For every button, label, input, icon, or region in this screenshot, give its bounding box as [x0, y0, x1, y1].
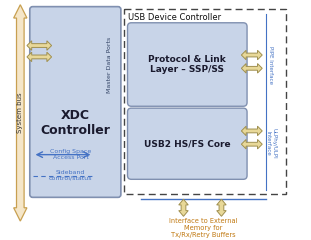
- Text: ULPhy/ULPI
Interface: ULPhy/ULPI Interface: [265, 128, 276, 159]
- Polygon shape: [27, 41, 52, 50]
- Polygon shape: [14, 5, 27, 221]
- Polygon shape: [241, 139, 262, 149]
- Text: Interface to External
Memory for
Tx/Rx/Retry Buffers: Interface to External Memory for Tx/Rx/R…: [169, 218, 238, 238]
- Text: Protocol & Link
Layer – SSP/SS: Protocol & Link Layer – SSP/SS: [148, 55, 226, 74]
- FancyBboxPatch shape: [128, 108, 247, 179]
- FancyBboxPatch shape: [30, 7, 121, 197]
- Polygon shape: [179, 199, 188, 216]
- Text: XDC
Controller: XDC Controller: [40, 109, 110, 137]
- Text: Sideband
control/status: Sideband control/status: [49, 170, 92, 181]
- Text: System bus: System bus: [17, 93, 23, 133]
- Text: USB Device Controller: USB Device Controller: [128, 12, 221, 22]
- Polygon shape: [241, 64, 262, 73]
- Polygon shape: [241, 50, 262, 60]
- Polygon shape: [217, 199, 226, 216]
- Text: Config Space
Access Port: Config Space Access Port: [50, 149, 91, 160]
- Text: Master Data Ports: Master Data Ports: [107, 36, 112, 93]
- Bar: [124, 10, 286, 194]
- FancyBboxPatch shape: [128, 23, 247, 106]
- Polygon shape: [27, 52, 52, 62]
- Text: USB2 HS/FS Core: USB2 HS/FS Core: [144, 139, 230, 148]
- Polygon shape: [241, 126, 262, 136]
- Text: PIPE Interface: PIPE Interface: [268, 46, 273, 84]
